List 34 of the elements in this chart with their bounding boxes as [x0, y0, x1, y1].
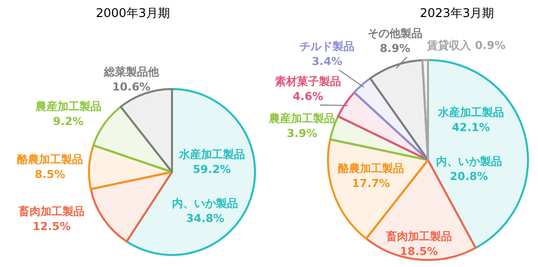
- data-label: 17.7%: [352, 177, 390, 190]
- data-label: 42.1%: [452, 121, 490, 134]
- pie-slice: [90, 171, 173, 243]
- pie-slice: [369, 59, 429, 161]
- slice-label: 畜肉加工製品: [385, 230, 452, 243]
- slice-label: 素材菓子製品: [275, 75, 341, 88]
- data-label: 8.5%: [34, 168, 66, 181]
- slice-label: その他製品: [368, 27, 422, 40]
- pie-slice: [421, 59, 429, 161]
- data-label: 8.9%: [380, 42, 410, 55]
- chart-title: 2000年3月期: [96, 6, 170, 20]
- slice-label: 酪農加工製品: [338, 162, 404, 175]
- slice-label: 農産加工製品: [268, 112, 335, 125]
- pie-slice: [88, 144, 173, 190]
- text: 内、いか製品 34.8%: [172, 196, 238, 225]
- slice-label: 水産加工製品: [178, 148, 245, 161]
- slice-label: 畜肉加工製品: [18, 205, 85, 218]
- slice-label: 賃貸収入: [426, 39, 472, 52]
- chart-title: 2023年3月期: [420, 6, 494, 20]
- data-label: 12.5%: [32, 220, 71, 234]
- data-label: 10.6%: [112, 80, 150, 94]
- data-label: 18.5%: [400, 245, 438, 258]
- slice-label: 総菜製品他: [102, 66, 160, 79]
- slice-label: チルド製品: [300, 40, 354, 53]
- data-label: 4.6%: [292, 90, 324, 103]
- text: 内、いか製品 20.8%: [436, 155, 502, 183]
- data-label: 9.2%: [52, 114, 84, 128]
- data-label: 0.9%: [475, 39, 506, 52]
- data-label: 3.4%: [312, 55, 342, 68]
- slice-label: 酪農加工製品: [16, 152, 83, 166]
- slice-label: 水産加工製品: [437, 106, 504, 119]
- slice-label: 農産加工製品: [34, 100, 102, 113]
- data-label: 3.9%: [286, 127, 318, 140]
- data-label: 59.2%: [192, 162, 231, 176]
